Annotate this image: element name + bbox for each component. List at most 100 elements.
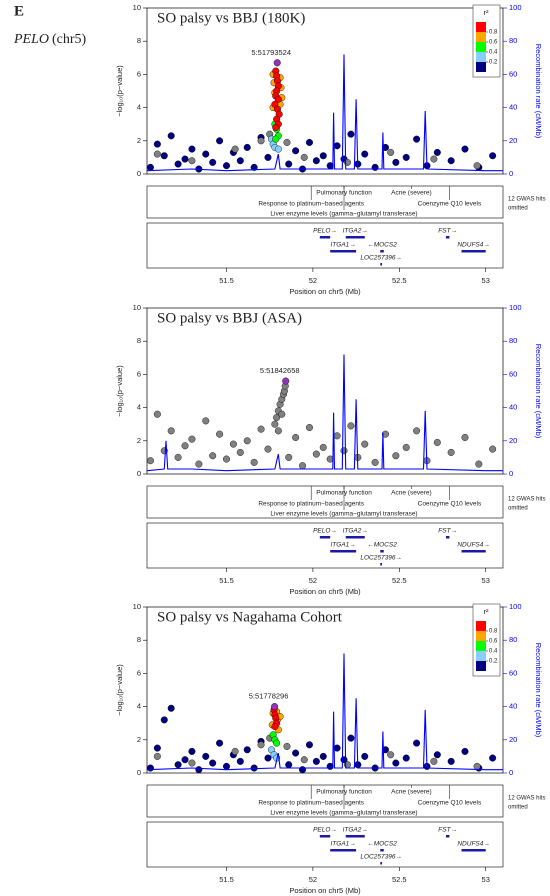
snp-point bbox=[347, 734, 355, 742]
y-tick-label: 2 bbox=[137, 436, 141, 445]
snp-point bbox=[229, 440, 237, 448]
y2-tick-label: 100 bbox=[509, 3, 522, 12]
legend-swatch bbox=[476, 641, 486, 651]
snp-point bbox=[222, 762, 230, 770]
legend-tick-label: 0.4 bbox=[489, 649, 498, 655]
gene-box bbox=[146, 821, 504, 868]
snp-point bbox=[413, 135, 421, 143]
y-tick-label: 8 bbox=[137, 635, 141, 644]
snp-point bbox=[299, 766, 307, 774]
x-axis-label: Position on chr5 (Mb) bbox=[289, 587, 361, 596]
y-axis-label: −log₁₀(p−value) bbox=[115, 365, 124, 417]
x-tick-label: 51.5 bbox=[219, 576, 234, 585]
snp-point bbox=[188, 759, 196, 767]
y2-axis-label: Recombination rate (cM/Mb) bbox=[534, 643, 543, 738]
y-tick-label: 10 bbox=[133, 602, 141, 611]
y-tick-label: 6 bbox=[137, 69, 141, 78]
gene-label: ITGA2→ bbox=[343, 528, 368, 535]
y-tick-label: 4 bbox=[137, 702, 141, 711]
gene-body bbox=[319, 536, 331, 539]
y2-tick-label: 0 bbox=[509, 169, 513, 178]
plot-frame bbox=[146, 7, 504, 175]
hits-omitted: omitted bbox=[508, 206, 528, 212]
snp-point bbox=[433, 148, 441, 156]
snp-point bbox=[333, 432, 341, 440]
snp-point bbox=[202, 417, 210, 425]
snp-point bbox=[216, 430, 224, 438]
snp-point bbox=[300, 756, 308, 764]
gene-label: LOC257396→ bbox=[360, 555, 402, 562]
gene-label: NDUFS4→ bbox=[457, 841, 490, 848]
snp-point bbox=[243, 437, 251, 445]
snp-point bbox=[264, 445, 272, 453]
snp-point bbox=[236, 157, 244, 165]
y2-tick-label: 0 bbox=[509, 768, 513, 777]
legend-tick-label: 0.6 bbox=[489, 639, 498, 645]
snp-point bbox=[181, 756, 189, 764]
snp-point bbox=[473, 162, 481, 170]
y2-tick-label: 40 bbox=[509, 103, 517, 112]
snp-point bbox=[283, 138, 291, 146]
gene-body bbox=[461, 550, 486, 553]
y-tick-label: 4 bbox=[137, 103, 141, 112]
panel-label: E bbox=[14, 3, 24, 19]
legend-tick-label: 0.8 bbox=[489, 629, 498, 635]
gene-box bbox=[146, 522, 504, 569]
gene-body bbox=[445, 835, 450, 838]
legend-swatch bbox=[476, 661, 486, 671]
legend-tick-label: 0.6 bbox=[489, 40, 498, 46]
snp-point bbox=[146, 457, 154, 465]
snp-point bbox=[209, 158, 217, 166]
snp-point bbox=[347, 130, 355, 138]
gwas-box bbox=[146, 485, 504, 519]
legend-swatch bbox=[476, 42, 486, 52]
snp-point bbox=[413, 427, 421, 435]
gene-body bbox=[319, 835, 331, 838]
snp-point bbox=[461, 747, 469, 755]
snp-point bbox=[271, 703, 279, 711]
gene-body bbox=[345, 536, 365, 539]
y-tick-label: 8 bbox=[137, 336, 141, 345]
gwas-label: Acne (severe) bbox=[391, 190, 431, 197]
gene-body bbox=[445, 536, 450, 539]
y-axis-label: −log₁₀(p−value) bbox=[115, 65, 124, 117]
snp-point bbox=[236, 448, 244, 456]
snp-point bbox=[250, 764, 258, 772]
chromosome: (chr5) bbox=[52, 32, 87, 47]
x-tick-label: 53 bbox=[482, 276, 490, 285]
snp-point bbox=[195, 460, 203, 468]
snp-point bbox=[202, 752, 210, 760]
gene-body bbox=[330, 849, 357, 852]
snp-point bbox=[333, 142, 341, 150]
snp-point bbox=[475, 460, 483, 468]
x-tick-label: 51.5 bbox=[219, 875, 234, 884]
gene-label: ITGA2→ bbox=[343, 228, 368, 235]
snp-point bbox=[146, 163, 154, 171]
gene-label: ←MOCS2 bbox=[367, 242, 397, 249]
gene-label: FST→ bbox=[438, 528, 457, 535]
snp-point bbox=[392, 158, 400, 166]
snp-point bbox=[174, 761, 182, 769]
y2-tick-label: 100 bbox=[509, 602, 522, 611]
snp-point bbox=[292, 147, 300, 155]
snp-point bbox=[167, 704, 175, 712]
gene-body bbox=[330, 550, 357, 553]
snp-point bbox=[250, 163, 258, 171]
snp-point bbox=[285, 761, 293, 769]
legend-swatch bbox=[476, 22, 486, 32]
gene-box bbox=[146, 222, 504, 269]
snp-point bbox=[300, 153, 308, 161]
snp-point bbox=[285, 160, 293, 168]
snp-point bbox=[285, 453, 293, 461]
snp-point bbox=[430, 155, 438, 163]
snp-point bbox=[347, 422, 355, 430]
gwas-label: Response to platinum−based agents bbox=[258, 800, 364, 807]
snp-point bbox=[387, 148, 395, 156]
snp-point bbox=[292, 433, 300, 441]
snp-point bbox=[402, 153, 410, 161]
gene-label: ITGA1→ bbox=[330, 841, 355, 848]
y-tick-label: 6 bbox=[137, 668, 141, 677]
lead-snp-label: 5:51842658 bbox=[260, 366, 300, 375]
snp-point bbox=[292, 749, 300, 757]
snp-point bbox=[188, 435, 196, 443]
